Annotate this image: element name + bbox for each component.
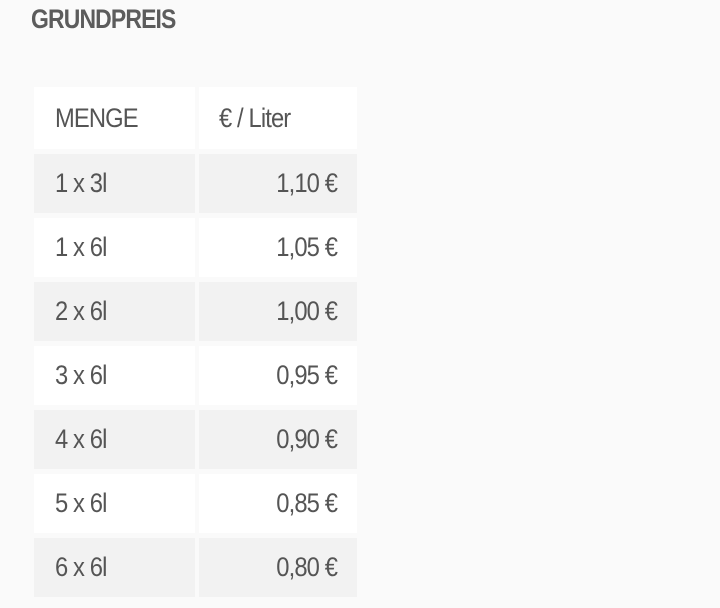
- header-price-per-liter: € / Liter: [199, 87, 357, 149]
- table-row: 1 x 3l 1,10 €: [34, 154, 357, 213]
- table-row: 4 x 6l 0,90 €: [34, 410, 357, 469]
- price-cell: 1,05 €: [199, 218, 357, 277]
- table-row: 1 x 6l 1,05 €: [34, 218, 357, 277]
- quantity-cell: 5 x 6l: [34, 474, 195, 533]
- quantity-cell: 1 x 6l: [34, 218, 195, 277]
- table-header-row: MENGE € / Liter: [34, 87, 357, 149]
- price-cell: 1,10 €: [199, 154, 357, 213]
- price-table: MENGE € / Liter 1 x 3l 1,10 €1 x 6l 1,05 €…: [30, 82, 361, 602]
- price-cell: 1,00 €: [199, 282, 357, 341]
- quantity-cell: 4 x 6l: [34, 410, 195, 469]
- table-row: 2 x 6l 1,00 €: [34, 282, 357, 341]
- quantity-cell: 2 x 6l: [34, 282, 195, 341]
- quantity-cell: 1 x 3l: [34, 154, 195, 213]
- price-cell: 0,85 €: [199, 474, 357, 533]
- table-row: 5 x 6l 0,85 €: [34, 474, 357, 533]
- quantity-cell: 3 x 6l: [34, 346, 195, 405]
- price-cell: 0,90 €: [199, 410, 357, 469]
- price-cell: 0,95 €: [199, 346, 357, 405]
- section-title: GRUNDPREIS: [31, 4, 176, 34]
- price-cell: 0,80 €: [199, 538, 357, 597]
- header-menge: MENGE: [34, 87, 195, 149]
- table-row: 3 x 6l 0,95 €: [34, 346, 357, 405]
- table-row: 6 x 6l 0,80 €: [34, 538, 357, 597]
- quantity-cell: 6 x 6l: [34, 538, 195, 597]
